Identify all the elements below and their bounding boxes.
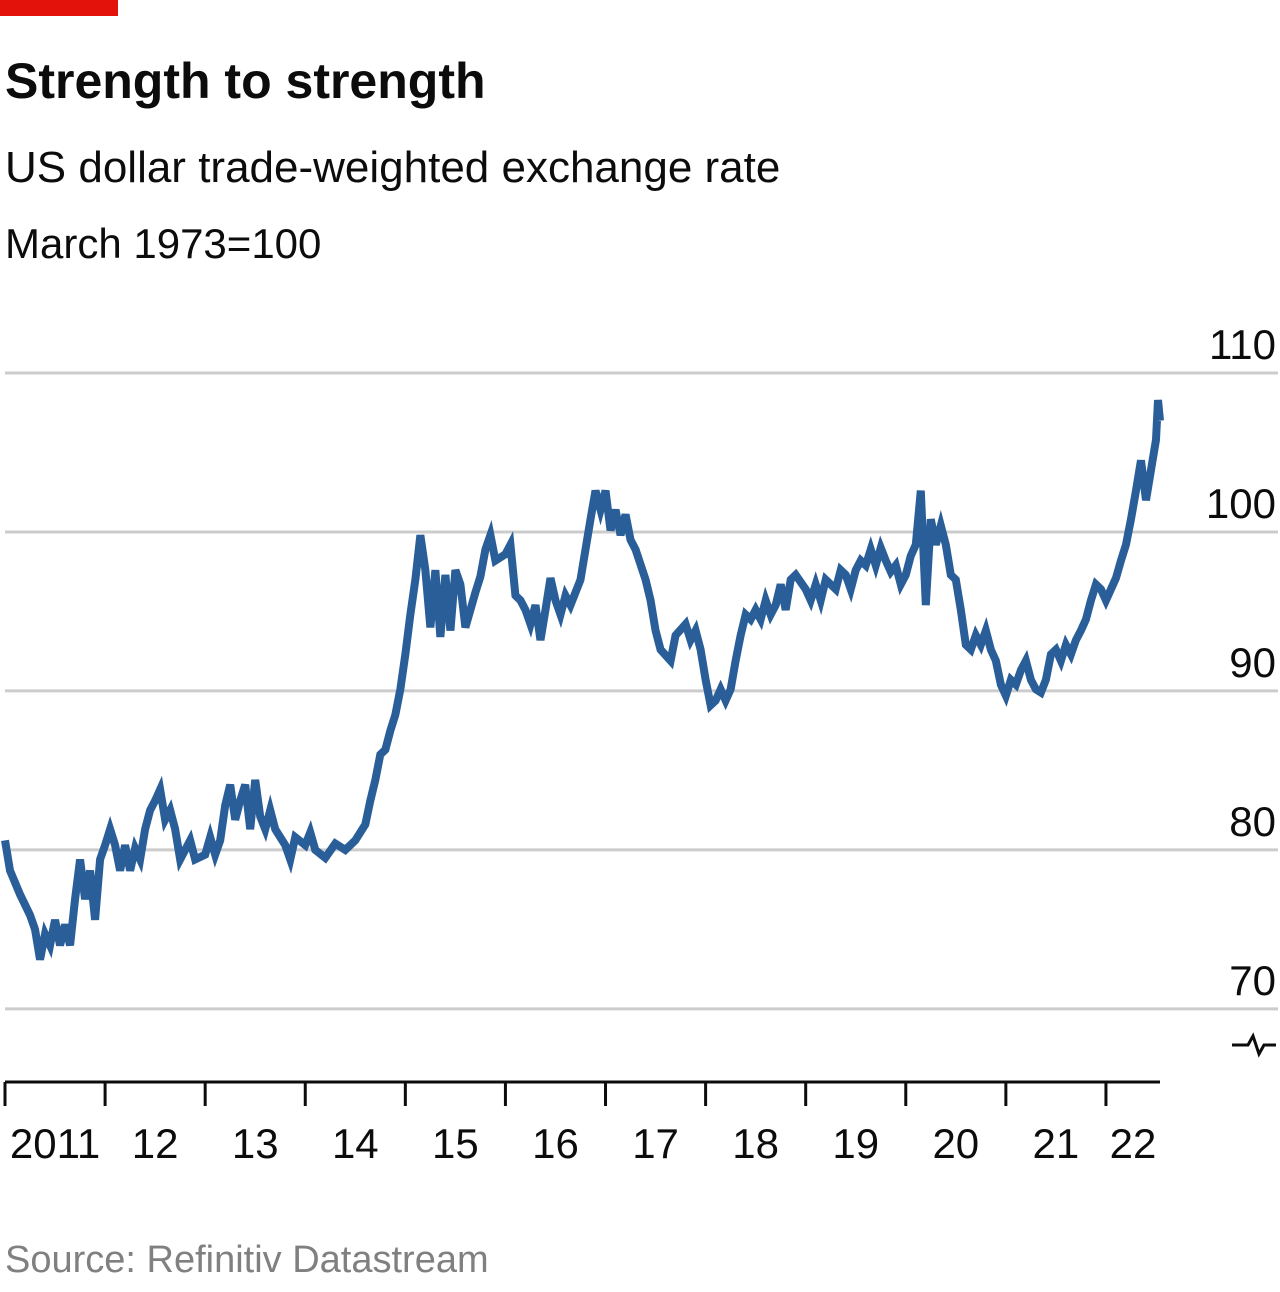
x-tick-label: 18 <box>732 1120 779 1167</box>
chart-title: Strength to strength <box>5 53 486 109</box>
x-tick-label: 13 <box>232 1120 279 1167</box>
x-tick-label: 17 <box>632 1120 679 1167</box>
x-tick-label: 20 <box>932 1120 979 1167</box>
unit-note: March 1973=100 <box>5 220 321 267</box>
y-tick-label: 100 <box>1206 480 1276 527</box>
x-tick-label: 2011 <box>10 1120 100 1167</box>
x-tick-label: 12 <box>132 1120 179 1167</box>
y-tick-label: 110 <box>1209 321 1276 368</box>
x-tick-label: 21 <box>1033 1120 1080 1167</box>
plot-area: 70 80 90 100 110 2011 12 13 14 15 16 17 18 19 20 21 22 <box>1 321 1278 1167</box>
y-tick-label: 90 <box>1229 639 1276 686</box>
x-tick-label: 15 <box>432 1120 479 1167</box>
x-tick-label: 22 <box>1110 1120 1157 1167</box>
chart-subtitle: US dollar trade-weighted exchange rate <box>5 143 780 192</box>
y-tick-label: 70 <box>1229 957 1276 1004</box>
data-line <box>1 399 1164 961</box>
y-tick-label: 80 <box>1229 798 1276 845</box>
accent-bar <box>0 0 118 16</box>
source-note: Source: Refinitiv Datastream <box>5 1239 489 1281</box>
x-tick-label: 16 <box>532 1120 579 1167</box>
axis-break <box>1232 1032 1276 1058</box>
x-tick-label: 14 <box>332 1120 379 1167</box>
x-tick-label: 19 <box>832 1120 879 1167</box>
